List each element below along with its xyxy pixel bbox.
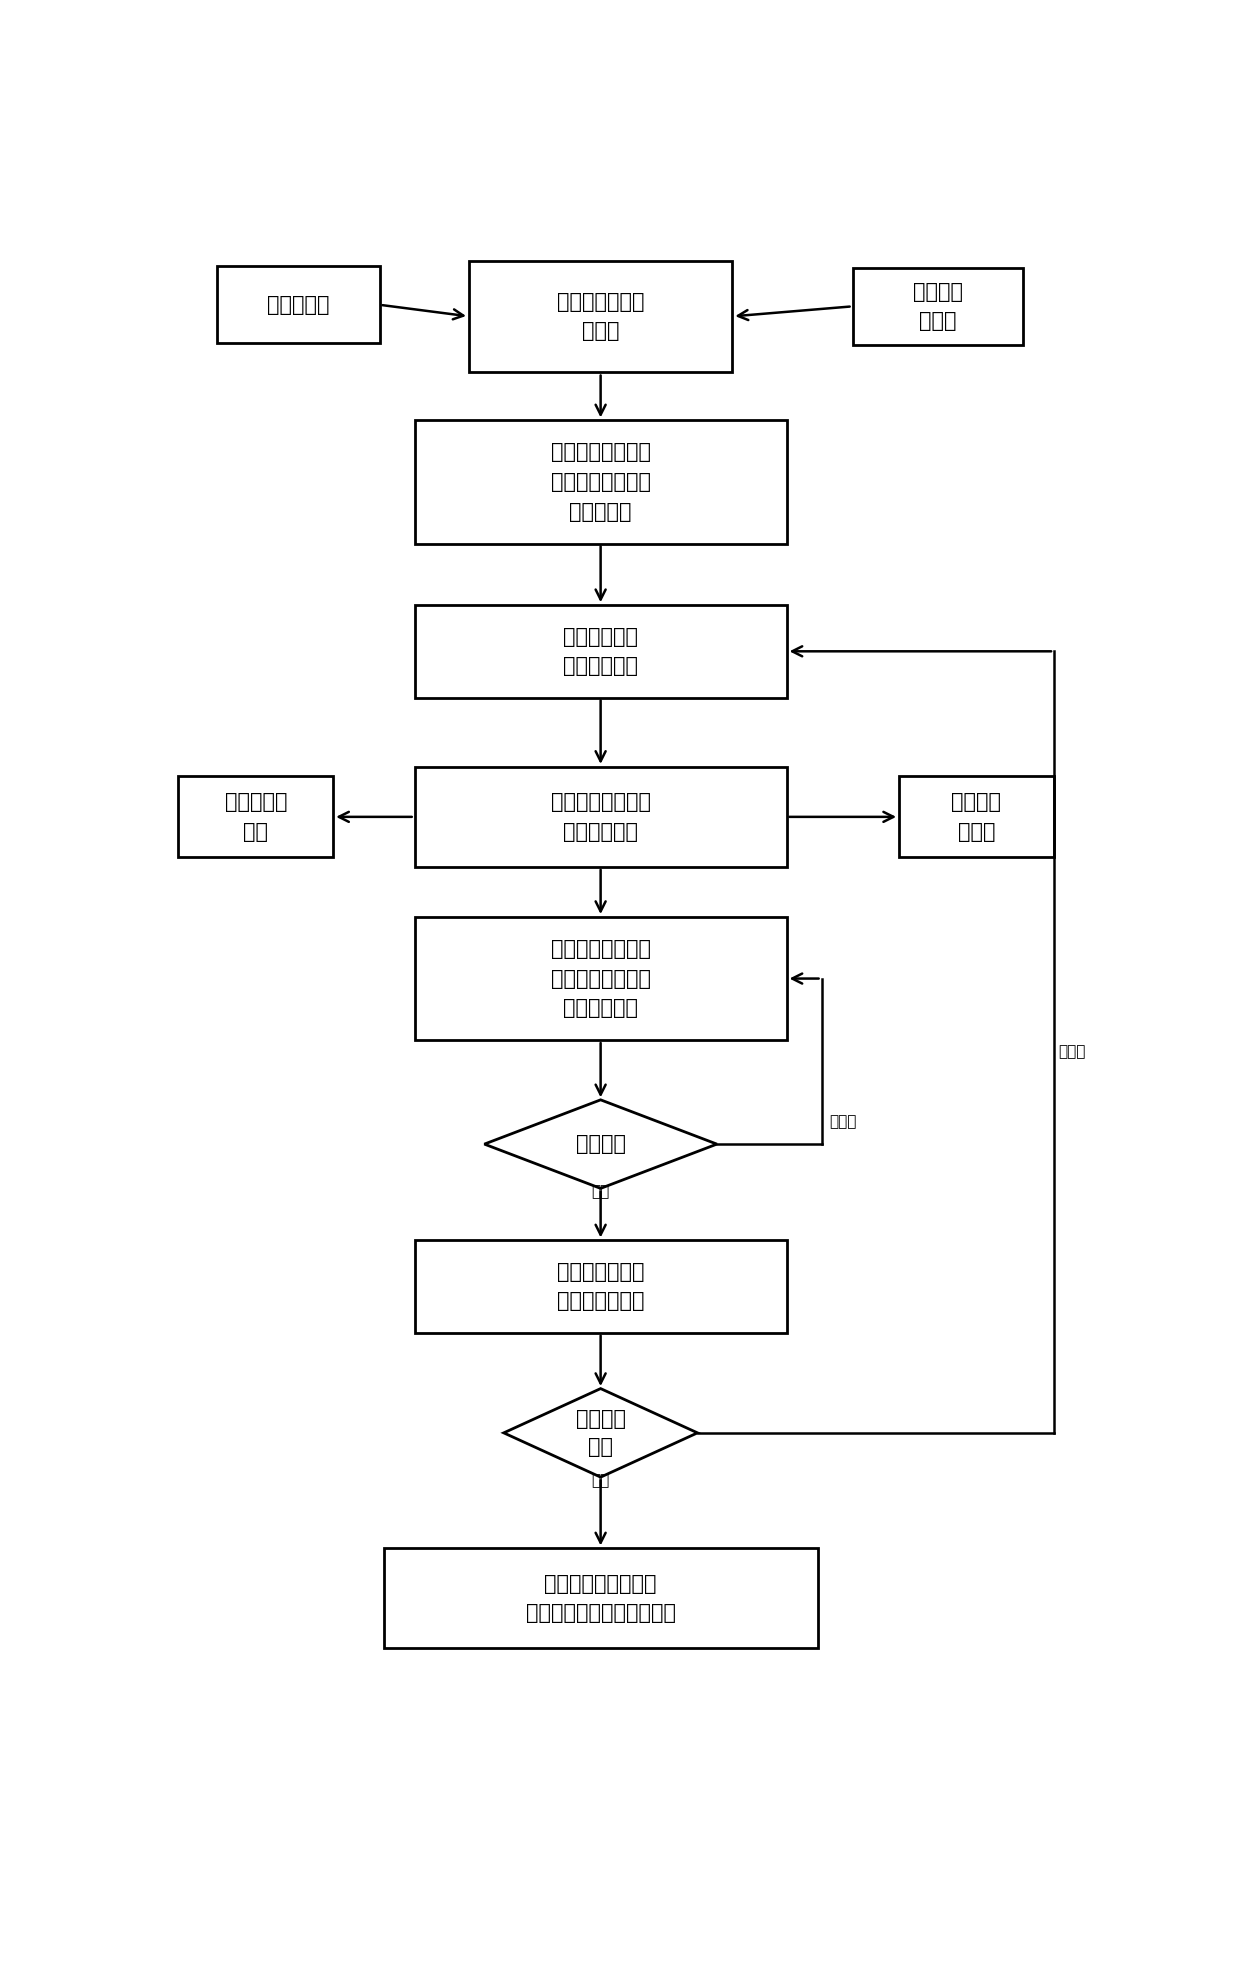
FancyBboxPatch shape: [217, 266, 379, 343]
FancyBboxPatch shape: [853, 268, 1023, 345]
Text: 襟翼载荷等效到关
键角度，主承载部
件，主方向: 襟翼载荷等效到关 键角度，主承载部 件，主方向: [551, 443, 651, 522]
Polygon shape: [485, 1101, 717, 1189]
FancyBboxPatch shape: [469, 260, 733, 372]
Text: 各工况损
伤大小: 各工况损 伤大小: [951, 792, 1002, 841]
FancyBboxPatch shape: [383, 1548, 817, 1648]
FancyBboxPatch shape: [179, 776, 334, 857]
Text: 作动频数
最少: 作动频数 最少: [575, 1410, 626, 1457]
Text: 满足: 满足: [591, 1473, 610, 1489]
FancyBboxPatch shape: [414, 1240, 786, 1333]
Text: 襟翼加载方案确定，
计算不平衡虽，处理到翼盒: 襟翼加载方案确定， 计算不平衡虽，处理到翼盒: [526, 1573, 676, 1622]
Text: 不满足: 不满足: [830, 1114, 857, 1128]
FancyBboxPatch shape: [414, 419, 786, 543]
Text: 各工况载荷
大小: 各工况载荷 大小: [224, 792, 286, 841]
Polygon shape: [503, 1388, 697, 1477]
Text: 部件载荷分区
计算压心分布: 部件载荷分区 计算压心分布: [563, 626, 639, 675]
Text: 疲劳对比分析，
疲劳损伤相当；: 疲劳对比分析， 疲劳损伤相当；: [557, 1262, 645, 1311]
FancyBboxPatch shape: [899, 776, 1054, 857]
Text: 初步确认加载点位
置及载荷大小: 初步确认加载点位 置及载荷大小: [551, 792, 651, 841]
Text: 满足: 满足: [591, 1185, 610, 1199]
FancyBboxPatch shape: [414, 918, 786, 1040]
FancyBboxPatch shape: [414, 766, 786, 866]
FancyBboxPatch shape: [414, 604, 786, 697]
Text: 襟翼疲劳载荷特
性分析: 襟翼疲劳载荷特 性分析: [557, 291, 645, 341]
Text: 主承载部件: 主承载部件: [267, 295, 330, 315]
Text: 确定各加载点的载
荷系数，计算处理
前后载荷误差: 确定各加载点的载 荷系数，计算处理 前后载荷误差: [551, 939, 651, 1018]
Text: 关键角度
主方向: 关键角度 主方向: [913, 282, 962, 331]
Text: 目标误差: 目标误差: [575, 1134, 626, 1154]
Text: 不满足: 不满足: [1058, 1044, 1085, 1059]
